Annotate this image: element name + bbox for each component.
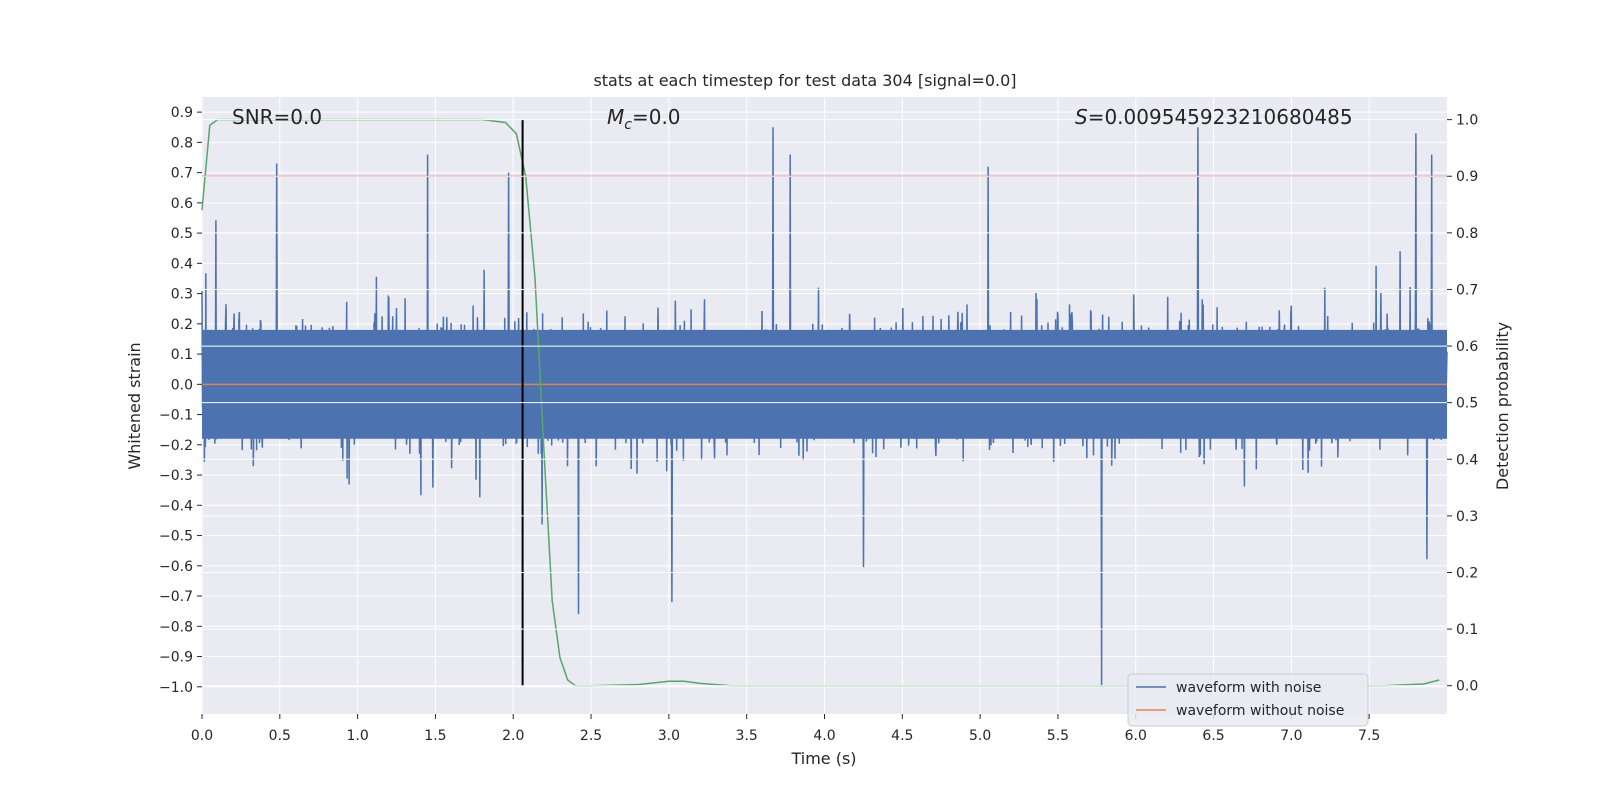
y2-tick-label: 0.7 — [1456, 282, 1478, 298]
x-axis-ticks: 0.0 0.5 1.0 1.5 2.0 2.5 3.0 3.5 4.0 4.5 5.0 5.5 6.0 6… — [191, 714, 1380, 744]
y2-tick-label: 0.9 — [1456, 169, 1478, 185]
y-tick-label: 0.4 — [171, 256, 193, 272]
y2-tick-label: 0.1 — [1456, 622, 1478, 638]
s-value: =0.009545923210680485 — [1088, 105, 1353, 129]
x-tick-label: 1.5 — [424, 728, 446, 744]
x-tick-label: 2.0 — [502, 728, 524, 744]
y2-tick-label: 1.0 — [1456, 113, 1478, 129]
x-tick-label: 6.5 — [1202, 728, 1224, 744]
x-tick-label: 3.0 — [658, 728, 680, 744]
legend-label-clean: waveform without noise — [1176, 703, 1344, 719]
y2-tick-label: 0.2 — [1456, 565, 1478, 581]
y2-gridlines — [202, 119, 1447, 687]
y2-tick-label: 0.0 — [1456, 679, 1478, 695]
y-axis-ticks: 0.9 0.8 0.7 0.6 0.5 0.4 0.3 0.2 0.1 0.0 −0.1 −0.2 −0… — [159, 105, 202, 696]
x-tick-label: 7.0 — [1280, 728, 1302, 744]
y-tick-label: −0.2 — [159, 438, 193, 454]
y2-axis-label: Detection probability — [1493, 322, 1512, 490]
y2-axis-ticks: 1.0 0.9 0.8 0.7 0.6 0.5 0.4 0.3 0.2 0.1 0.0 — [1447, 113, 1478, 695]
y-tick-label: 0.6 — [171, 196, 193, 212]
y2-tick-label: 0.4 — [1456, 452, 1478, 468]
y-tick-label: −0.7 — [159, 589, 193, 605]
y-tick-label: 0.5 — [171, 226, 193, 242]
x-tick-label: 0.0 — [191, 728, 213, 744]
s-annotation: S=0.009545923210680485 — [1075, 105, 1353, 129]
x-tick-label: 0.5 — [269, 728, 291, 744]
mc-symbol: M — [607, 105, 624, 129]
y2-tick-label: 0.5 — [1456, 396, 1478, 412]
chart-title: stats at each timestep for test data 304… — [593, 71, 1016, 90]
y2-tick-label: 0.3 — [1456, 509, 1478, 525]
legend-box — [1127, 673, 1369, 727]
y-tick-label: −0.4 — [159, 498, 193, 514]
mc-annotation: Mc=0.0 — [607, 105, 681, 133]
y-tick-label: −0.1 — [159, 408, 193, 424]
y-tick-label: −1.0 — [159, 680, 193, 696]
y-tick-label: 0.8 — [171, 135, 193, 151]
y-tick-label: 0.2 — [171, 317, 193, 333]
y-axis-label: Whitened strain — [125, 342, 144, 469]
y-tick-label: −0.3 — [159, 468, 193, 484]
s-symbol: S — [1075, 105, 1088, 129]
y-tick-label: −0.6 — [159, 559, 193, 575]
y-tick-label: 0.9 — [171, 105, 193, 121]
x-tick-label: 7.5 — [1358, 728, 1380, 744]
y-tick-label: −0.5 — [159, 529, 193, 545]
x-tick-label: 2.5 — [580, 728, 602, 744]
x-tick-label: 1.0 — [346, 728, 368, 744]
mc-value: =0.0 — [632, 105, 681, 129]
legend-label-noise: waveform with noise — [1176, 680, 1321, 696]
y-tick-label: 0.3 — [171, 287, 193, 303]
y-tick-label: 0.1 — [171, 347, 193, 363]
x-tick-label: 6.0 — [1125, 728, 1147, 744]
x-axis-label: Time (s) — [790, 749, 856, 768]
y2-tick-label: 0.8 — [1456, 226, 1478, 242]
x-tick-label: 4.0 — [813, 728, 835, 744]
legend: waveform with noise waveform without noi… — [1127, 673, 1369, 727]
mc-subscript: c — [624, 117, 632, 133]
snr-annotation: SNR=0.0 — [232, 105, 322, 129]
x-tick-label: 4.5 — [891, 728, 913, 744]
y-tick-label: 0.0 — [171, 377, 193, 393]
x-tick-label: 3.5 — [736, 728, 758, 744]
x-tick-label: 5.5 — [1047, 728, 1069, 744]
y-tick-label: −0.8 — [159, 619, 193, 635]
y2-tick-label: 0.6 — [1456, 339, 1478, 355]
x-tick-label: 5.0 — [969, 728, 991, 744]
y-tick-label: −0.9 — [159, 650, 193, 666]
y-tick-label: 0.7 — [171, 166, 193, 182]
